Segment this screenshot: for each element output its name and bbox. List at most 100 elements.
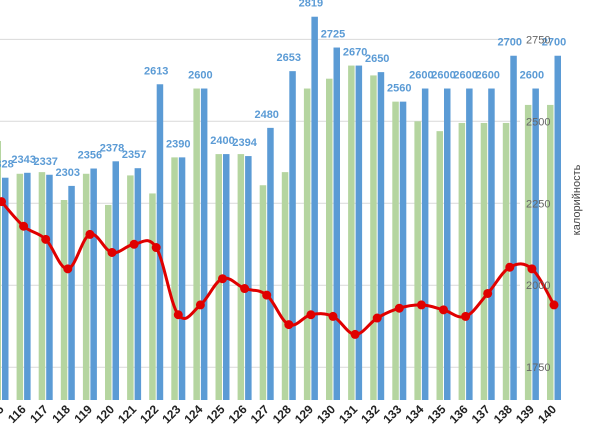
bar-green-119 <box>82 173 90 400</box>
data-label-131: 2670 <box>343 47 367 59</box>
data-label-119: 2356 <box>78 150 102 162</box>
data-label-121: 2357 <box>122 149 146 161</box>
line-point-120 <box>107 247 117 257</box>
line-point-136 <box>461 311 471 321</box>
x-tick-label: 125 <box>204 402 228 426</box>
bar-blue-121 <box>134 168 142 400</box>
x-tick-label: 119 <box>71 402 95 426</box>
bar-blue-128 <box>289 71 296 401</box>
line-point-139 <box>527 264 537 274</box>
bar-green-140 <box>547 104 554 400</box>
line-point-124 <box>195 300 205 310</box>
x-tick-label: 116 <box>5 402 29 426</box>
data-label-129: 2819 <box>299 0 323 10</box>
bar-green-116 <box>16 173 24 400</box>
line-point-130 <box>328 311 338 321</box>
bar-blue-122 <box>156 84 164 400</box>
line-point-127 <box>262 290 272 300</box>
bar-blue-117 <box>46 174 53 400</box>
line-point-118 <box>63 264 73 274</box>
x-tick-label: 131 <box>336 402 360 426</box>
bar-green-138 <box>502 122 510 401</box>
data-label-136: 2600 <box>453 70 477 82</box>
line-point-135 <box>439 305 448 315</box>
data-label-139: 2600 <box>520 70 544 82</box>
x-tick-label: 136 <box>447 402 471 426</box>
y-axis-ticks: 1750 2000 2250 2500 2750 <box>526 34 550 374</box>
bar-blue-127 <box>267 127 274 401</box>
bar-green-115 <box>0 140 1 400</box>
x-tick-label: 130 <box>314 402 338 426</box>
bar-blue-138 <box>510 55 517 401</box>
bar-layer <box>0 16 561 401</box>
data-label-140: 2700 <box>542 37 566 49</box>
x-tick-label: 117 <box>27 402 51 426</box>
bar-blue-133 <box>399 101 407 400</box>
x-tick-label: 138 <box>491 402 515 426</box>
bar-blue-139 <box>532 88 539 400</box>
line-point-116 <box>19 221 29 231</box>
data-label-135: 2600 <box>431 70 455 82</box>
x-tick-label: 118 <box>49 402 73 426</box>
data-label-128: 2653 <box>277 52 301 64</box>
data-label-133: 2560 <box>387 83 411 95</box>
y-tick-label: 1750 <box>526 362 550 374</box>
x-tick-label: 132 <box>358 402 382 426</box>
x-tick-label: 139 <box>513 402 537 426</box>
bar-blue-119 <box>90 168 97 400</box>
bar-blue-123 <box>178 157 186 400</box>
x-tick-label: 133 <box>380 402 404 426</box>
data-label-126: 2394 <box>232 137 257 149</box>
bar-green-128 <box>281 172 289 400</box>
bar-blue-130 <box>333 47 340 400</box>
x-tick-label: 115 <box>0 402 7 426</box>
y-tick-label: 2000 <box>526 280 550 292</box>
data-label-130: 2725 <box>321 29 345 41</box>
x-tick-label: 135 <box>425 402 449 426</box>
line-point-121 <box>129 239 139 249</box>
data-label-123: 2390 <box>166 138 190 150</box>
line-point-131 <box>350 329 360 339</box>
bar-blue-118 <box>68 185 75 400</box>
bar-green-131 <box>348 65 355 401</box>
bar-green-126 <box>237 154 245 400</box>
bar-green-129 <box>303 88 311 400</box>
x-tick-label: 120 <box>93 402 117 426</box>
bar-blue-124 <box>200 88 208 400</box>
bar-green-130 <box>326 78 333 400</box>
data-label-138: 2700 <box>498 37 522 49</box>
data-label-134: 2600 <box>409 70 433 82</box>
data-label-122: 2613 <box>144 65 168 77</box>
bar-blue-132 <box>377 72 385 400</box>
data-label-127: 2480 <box>254 109 278 121</box>
bar-blue-135 <box>444 88 451 400</box>
data-label-120: 2378 <box>100 142 124 154</box>
y-axis-title: калорийность <box>571 164 583 235</box>
x-axis-ticks: 1151161171181191201211221231241251261271… <box>0 402 559 426</box>
line-point-119 <box>85 229 95 239</box>
data-label-132: 2650 <box>365 53 389 65</box>
data-label-115: 2328 <box>0 159 14 171</box>
bar-green-133 <box>392 101 399 400</box>
y-tick-label: 2250 <box>526 198 550 210</box>
line-point-125 <box>218 274 227 284</box>
bar-green-124 <box>193 88 200 400</box>
x-tick-label: 128 <box>270 402 294 426</box>
bar-green-123 <box>171 157 178 400</box>
x-tick-label: 123 <box>159 402 183 426</box>
bar-green-122 <box>149 193 156 400</box>
line-point-137 <box>483 288 493 298</box>
bar-blue-136 <box>466 88 473 400</box>
bar-blue-120 <box>112 161 119 400</box>
line-point-128 <box>284 320 294 330</box>
data-label-137: 2600 <box>475 70 499 82</box>
line-point-140 <box>549 300 559 310</box>
bar-blue-126 <box>245 156 252 400</box>
bar-blue-129 <box>311 16 318 400</box>
x-tick-label: 124 <box>181 402 205 426</box>
line-point-123 <box>173 310 183 320</box>
line-point-132 <box>372 313 382 323</box>
line-point-129 <box>306 310 316 320</box>
